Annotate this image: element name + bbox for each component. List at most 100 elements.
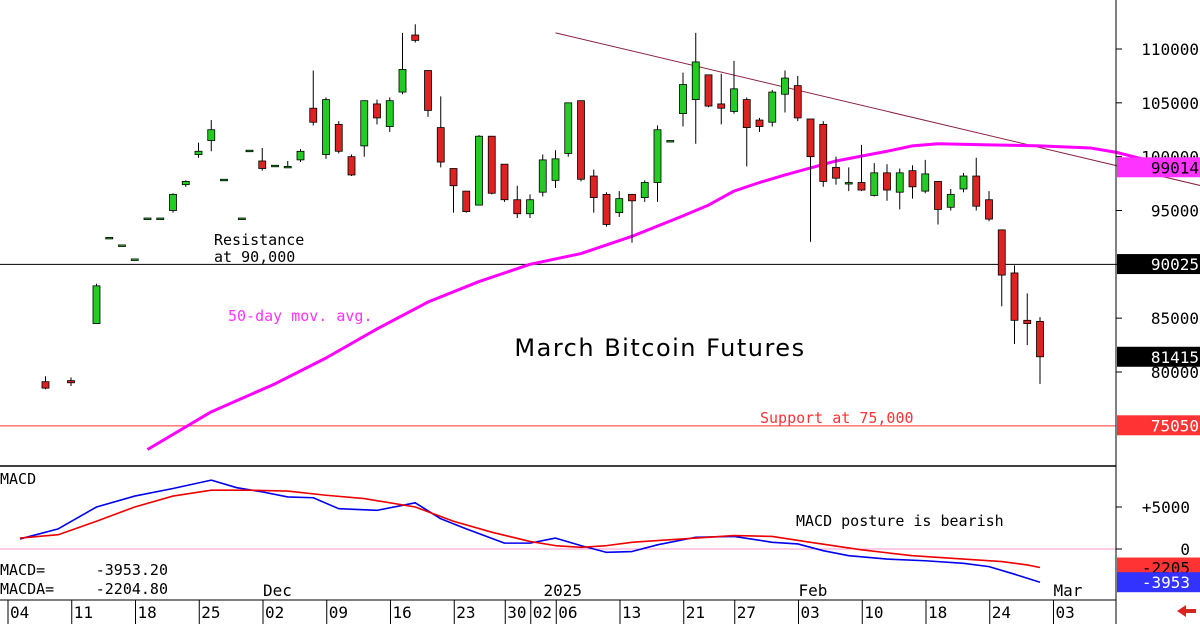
scroll-left-arrow-icon[interactable] [1177, 605, 1196, 617]
candle-body [589, 175, 598, 198]
candle [411, 24, 420, 43]
candle [398, 32, 407, 95]
candle [373, 99, 381, 125]
x-tick-label: 09 [329, 603, 348, 622]
candle-body [551, 158, 560, 181]
month-label: Mar [1054, 581, 1083, 600]
price-tag-box [1117, 254, 1200, 275]
candle-body [577, 100, 585, 180]
candle-body [105, 237, 114, 240]
candle-body [946, 193, 955, 208]
x-tick-label: 04 [10, 603, 29, 622]
candle [742, 97, 751, 167]
candle [730, 60, 738, 114]
month-label: Feb [799, 581, 828, 600]
candle-body [92, 285, 101, 324]
candle [844, 167, 853, 192]
x-tick-label: 16 [393, 603, 412, 622]
chart-title: March Bitcoin Futures [514, 334, 805, 362]
candle-body [691, 61, 700, 101]
candle [895, 168, 904, 210]
macd-series-line [19, 479, 1041, 583]
candle-body [1036, 320, 1044, 358]
candle-body [1023, 319, 1032, 324]
price-tag-label: 75050 [1151, 416, 1199, 435]
candle [513, 185, 522, 219]
candle [577, 100, 585, 182]
candle-body [411, 34, 420, 41]
price-tag-label: 99014 [1151, 158, 1199, 177]
candle-body [487, 135, 496, 194]
candle [1023, 293, 1032, 346]
candle-body [704, 74, 713, 107]
candle [169, 193, 177, 213]
candle-body [934, 181, 942, 210]
candle-body [538, 159, 547, 193]
candle-body [755, 119, 764, 127]
candle [908, 165, 917, 199]
candle-body [666, 140, 675, 143]
price-tag-label: 81415 [1151, 348, 1199, 367]
candle-body [500, 163, 509, 201]
candle-body [143, 217, 152, 220]
candle [653, 125, 662, 202]
candle [819, 121, 828, 187]
macd-annotation: MACD posture is bearish [796, 512, 1004, 530]
x-tick-label: 02 [265, 603, 284, 622]
candle-body [258, 160, 267, 169]
candle-body [742, 99, 751, 128]
candle-body [271, 164, 279, 168]
candle-body [781, 77, 789, 95]
candle [207, 120, 216, 152]
candle-body [475, 135, 483, 206]
candle [436, 96, 445, 168]
candle-body [424, 70, 432, 111]
y-tick-label: 80000 [1151, 363, 1199, 382]
x-tick-label: 21 [686, 603, 705, 622]
candle [487, 135, 496, 195]
candle-body [615, 198, 624, 214]
candle-body [908, 170, 917, 188]
candle [997, 229, 1006, 307]
candle [883, 164, 891, 201]
x-tick-label: 11 [74, 603, 93, 622]
candle [449, 168, 458, 213]
macd-y-tick-label: 0 [1180, 540, 1190, 559]
x-tick-label: 30 [507, 603, 526, 622]
candle-body [296, 150, 305, 161]
resistance-label-line1: Resistance [214, 231, 304, 249]
price-tag-box [1117, 157, 1200, 178]
resistance-label-line2: at 90,000 [214, 248, 295, 266]
candle [462, 190, 471, 213]
candle-body [245, 149, 254, 153]
x-tick-label: 27 [737, 603, 756, 622]
candle-body [793, 85, 802, 119]
candle-body [67, 380, 75, 384]
candle [793, 75, 802, 122]
candle-body [895, 172, 904, 193]
candle-body [347, 156, 356, 176]
candle [602, 192, 611, 227]
candle [870, 163, 879, 197]
candle-body [1010, 272, 1019, 321]
price-tag-label: 90025 [1151, 255, 1199, 274]
candle [118, 244, 126, 247]
candle-body [118, 244, 126, 247]
candle [755, 117, 764, 132]
macd-value-tag-label: -3953 [1142, 573, 1190, 592]
x-tick-label: 03 [801, 603, 820, 622]
candle [283, 160, 292, 169]
candle-body [373, 103, 381, 119]
macd-value-tag-box [1117, 572, 1200, 593]
candle [347, 154, 356, 177]
candle-body [207, 129, 216, 141]
candle [551, 150, 560, 188]
x-tick-label: 25 [201, 603, 220, 622]
candle [768, 89, 777, 127]
candle [105, 237, 114, 240]
macda-readout-label: MACDA= [0, 580, 54, 598]
candle [296, 149, 305, 163]
candle [245, 149, 254, 153]
candle [704, 74, 713, 108]
